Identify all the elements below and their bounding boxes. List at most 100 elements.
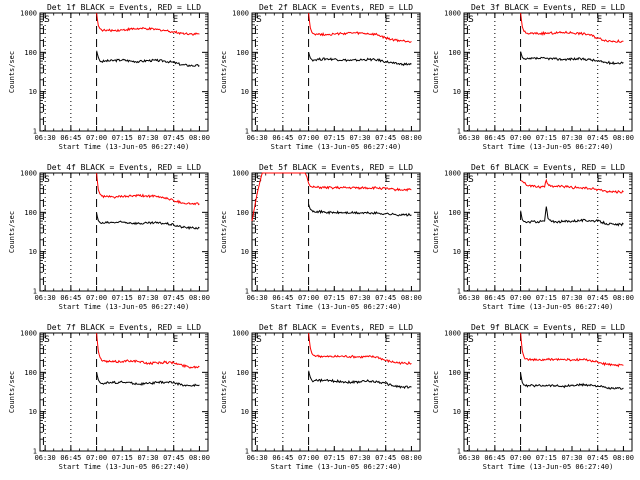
x-tick-label: 07:00 bbox=[510, 294, 531, 302]
y-tick-label: 100 bbox=[236, 209, 249, 217]
series-line-events bbox=[96, 50, 200, 67]
y-axis-label: Counts/sec bbox=[432, 51, 440, 93]
y-tick-label: 100 bbox=[448, 49, 461, 57]
x-tick-label: 08:00 bbox=[189, 454, 210, 462]
chart-title: Det 8f BLACK = Events, RED = LLD bbox=[259, 323, 413, 332]
y-tick-label: 10 bbox=[29, 408, 37, 416]
x-tick-label: 07:45 bbox=[587, 294, 608, 302]
x-axis-label: Start Time (13-Jun-05 06:27:40) bbox=[59, 303, 190, 311]
x-tick-label: 07:30 bbox=[137, 294, 158, 302]
y-tick-label: 1000 bbox=[232, 170, 249, 178]
x-tick-label: 06:45 bbox=[60, 454, 81, 462]
x-tick-label: 07:15 bbox=[536, 454, 557, 462]
plot-frame bbox=[39, 12, 209, 132]
x-tick-label: 07:30 bbox=[561, 454, 582, 462]
y-tick-label: 1 bbox=[33, 128, 37, 136]
start-marker-label: S bbox=[256, 175, 261, 185]
y-tick-label: 1 bbox=[245, 448, 249, 456]
y-tick-label: 1 bbox=[33, 288, 37, 296]
end-marker-label: E bbox=[385, 15, 390, 25]
end-marker-label: E bbox=[597, 175, 602, 185]
x-tick-label: 06:30 bbox=[35, 134, 56, 142]
series-line-lld bbox=[520, 12, 624, 43]
chart-title: Det 5f BLACK = Events, RED = LLD bbox=[259, 163, 413, 172]
x-tick-label: 07:00 bbox=[86, 454, 107, 462]
y-tick-label: 1000 bbox=[20, 170, 37, 178]
y-tick-label: 1 bbox=[245, 128, 249, 136]
series-line-events bbox=[520, 206, 624, 227]
x-axis-label: Start Time (13-Jun-05 06:27:40) bbox=[59, 143, 190, 151]
y-axis-label: Counts/sec bbox=[220, 371, 228, 413]
x-tick-label: 07:15 bbox=[112, 134, 133, 142]
y-axis-label: Counts/sec bbox=[432, 211, 440, 253]
plot-frame bbox=[251, 12, 421, 132]
plot-frame bbox=[463, 172, 633, 292]
x-axis-label: Start Time (13-Jun-05 06:27:40) bbox=[271, 143, 402, 151]
plot-frame bbox=[39, 332, 209, 452]
series-line-lld bbox=[520, 332, 624, 368]
x-tick-label: 07:45 bbox=[163, 134, 184, 142]
series-line-events bbox=[520, 373, 624, 390]
y-axis-label: Counts/sec bbox=[8, 371, 16, 413]
x-tick-label: 06:45 bbox=[484, 134, 505, 142]
chart-title: Det 9f BLACK = Events, RED = LLD bbox=[471, 323, 625, 332]
chart-title: Det 4f BLACK = Events, RED = LLD bbox=[47, 163, 201, 172]
x-tick-label: 06:45 bbox=[272, 294, 293, 302]
plot-frame bbox=[463, 12, 633, 132]
chart-title: Det 1f BLACK = Events, RED = LLD bbox=[47, 3, 201, 12]
x-tick-label: 06:30 bbox=[459, 294, 480, 302]
x-tick-label: 06:30 bbox=[247, 134, 268, 142]
x-tick-label: 07:00 bbox=[510, 134, 531, 142]
y-axis-label: Counts/sec bbox=[8, 211, 16, 253]
chart-panel-8: Det 8f BLACK = Events, RED = LLD 1 10 100 10… bbox=[220, 323, 422, 471]
x-tick-label: 07:15 bbox=[324, 134, 345, 142]
end-marker-label: E bbox=[173, 175, 178, 185]
plot-frame bbox=[39, 172, 209, 292]
y-tick-label: 1 bbox=[245, 288, 249, 296]
y-tick-label: 1 bbox=[457, 448, 461, 456]
x-axis-label: Start Time (13-Jun-05 06:27:40) bbox=[59, 463, 190, 471]
y-tick-label: 1000 bbox=[20, 10, 37, 18]
chart-panel-9: Det 9f BLACK = Events, RED = LLD 1 10 100 10… bbox=[432, 323, 634, 471]
x-tick-label: 06:30 bbox=[459, 134, 480, 142]
x-tick-label: 07:15 bbox=[536, 294, 557, 302]
x-tick-label: 08:00 bbox=[613, 294, 634, 302]
y-tick-label: 100 bbox=[448, 209, 461, 217]
y-tick-label: 1000 bbox=[20, 330, 37, 338]
series-line-events bbox=[96, 213, 200, 230]
y-tick-label: 10 bbox=[29, 88, 37, 96]
x-tick-label: 06:30 bbox=[459, 454, 480, 462]
y-tick-label: 1000 bbox=[444, 10, 461, 18]
x-tick-label: 08:00 bbox=[401, 454, 422, 462]
x-tick-label: 06:45 bbox=[484, 454, 505, 462]
x-tick-label: 08:00 bbox=[401, 294, 422, 302]
end-marker-label: E bbox=[385, 335, 390, 345]
series-line-lld bbox=[308, 12, 412, 43]
y-tick-label: 10 bbox=[241, 248, 249, 256]
x-tick-label: 07:30 bbox=[137, 454, 158, 462]
y-tick-label: 100 bbox=[24, 209, 37, 217]
chart-title: Det 3f BLACK = Events, RED = LLD bbox=[471, 3, 625, 12]
x-tick-label: 07:45 bbox=[587, 134, 608, 142]
x-tick-label: 07:00 bbox=[86, 294, 107, 302]
chart-title: Det 6f BLACK = Events, RED = LLD bbox=[471, 163, 625, 172]
series-line-events bbox=[308, 204, 412, 217]
x-tick-label: 07:30 bbox=[349, 294, 370, 302]
x-tick-label: 07:00 bbox=[298, 294, 319, 302]
x-tick-label: 06:30 bbox=[247, 454, 268, 462]
x-tick-label: 07:45 bbox=[375, 454, 396, 462]
x-tick-label: 07:00 bbox=[298, 134, 319, 142]
x-tick-label: 08:00 bbox=[401, 134, 422, 142]
series-line-lld bbox=[96, 332, 200, 369]
x-axis-label: Start Time (13-Jun-05 06:27:40) bbox=[483, 143, 614, 151]
series-line-lld bbox=[251, 172, 412, 222]
y-tick-label: 100 bbox=[236, 369, 249, 377]
y-tick-label: 100 bbox=[236, 49, 249, 57]
x-tick-label: 06:30 bbox=[35, 294, 56, 302]
start-marker-label: S bbox=[44, 15, 49, 25]
x-tick-label: 06:45 bbox=[60, 134, 81, 142]
chart-panel-6: Det 6f BLACK = Events, RED = LLD 1 10 100 10… bbox=[432, 163, 634, 311]
x-tick-label: 07:00 bbox=[86, 134, 107, 142]
end-marker-label: E bbox=[173, 335, 178, 345]
chart-panel-1: Det 1f BLACK = Events, RED = LLD 1 10 100 10… bbox=[8, 3, 210, 151]
